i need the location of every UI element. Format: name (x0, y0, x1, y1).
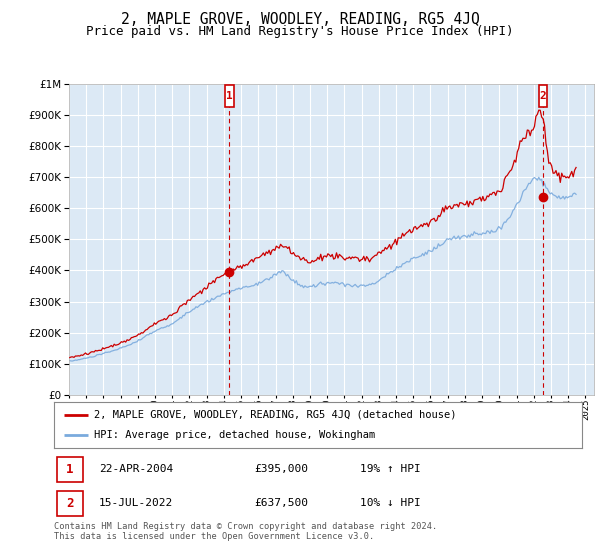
Text: 2, MAPLE GROVE, WOODLEY, READING, RG5 4JQ: 2, MAPLE GROVE, WOODLEY, READING, RG5 4J… (121, 12, 479, 27)
Text: 22-APR-2004: 22-APR-2004 (99, 464, 173, 474)
Text: 15-JUL-2022: 15-JUL-2022 (99, 498, 173, 508)
FancyBboxPatch shape (225, 85, 233, 108)
Text: £395,000: £395,000 (254, 464, 308, 474)
Text: HPI: Average price, detached house, Wokingham: HPI: Average price, detached house, Woki… (94, 430, 375, 440)
Text: £637,500: £637,500 (254, 498, 308, 508)
Text: 1: 1 (226, 91, 233, 101)
Text: 1: 1 (66, 463, 74, 475)
Text: 2: 2 (66, 497, 74, 510)
Text: 2, MAPLE GROVE, WOODLEY, READING, RG5 4JQ (detached house): 2, MAPLE GROVE, WOODLEY, READING, RG5 4J… (94, 410, 456, 420)
Text: 2: 2 (539, 91, 547, 101)
Text: Price paid vs. HM Land Registry's House Price Index (HPI): Price paid vs. HM Land Registry's House … (86, 25, 514, 38)
Text: Contains HM Land Registry data © Crown copyright and database right 2024.
This d: Contains HM Land Registry data © Crown c… (54, 522, 437, 542)
Text: 19% ↑ HPI: 19% ↑ HPI (360, 464, 421, 474)
FancyBboxPatch shape (57, 456, 83, 482)
Text: 10% ↓ HPI: 10% ↓ HPI (360, 498, 421, 508)
FancyBboxPatch shape (539, 85, 547, 108)
FancyBboxPatch shape (57, 491, 83, 516)
